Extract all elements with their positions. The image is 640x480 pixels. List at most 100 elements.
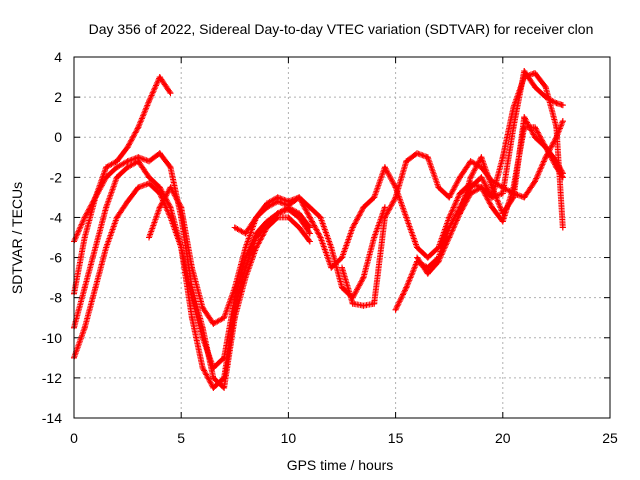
data-point xyxy=(531,70,538,77)
data-point xyxy=(478,154,485,161)
data-point xyxy=(559,170,566,177)
data-point xyxy=(135,158,142,165)
y-tick-label: 4 xyxy=(54,49,62,65)
axis-ticks xyxy=(73,56,611,419)
data-point xyxy=(253,214,260,221)
plot-frame xyxy=(73,56,611,419)
data-point xyxy=(199,304,206,311)
data-point xyxy=(435,184,442,191)
data-point xyxy=(559,118,566,125)
data-point xyxy=(156,150,163,157)
data-point xyxy=(489,184,496,191)
data-point xyxy=(221,374,228,381)
data-point xyxy=(531,84,538,91)
data-point xyxy=(81,284,88,291)
data-point xyxy=(221,314,228,321)
x-axis-label: GPS time / hours xyxy=(287,457,394,473)
data-point xyxy=(210,374,217,381)
data-point xyxy=(210,384,217,391)
data-point xyxy=(124,198,131,205)
data-point xyxy=(339,264,345,271)
data-point xyxy=(92,244,99,251)
data-point xyxy=(81,324,88,331)
data-point xyxy=(124,158,131,165)
data-point xyxy=(328,244,335,251)
data-point xyxy=(467,190,474,197)
data-point xyxy=(414,254,421,261)
data-point xyxy=(156,74,163,81)
data-point xyxy=(531,178,538,185)
data-point xyxy=(360,274,367,281)
x-tick-label: 15 xyxy=(388,430,404,446)
data-point xyxy=(392,306,399,313)
y-tick-labels: -14 -12 -10 -8 -6 -4 -2 0 2 4 xyxy=(42,49,62,426)
y-tick-label: -12 xyxy=(42,370,62,386)
data-point xyxy=(124,144,131,151)
series-track-j xyxy=(456,114,566,217)
data-point xyxy=(285,202,292,209)
y-tick-label: 2 xyxy=(54,89,62,105)
data-point xyxy=(221,384,228,391)
data-point xyxy=(156,184,163,191)
x-tick-label: 0 xyxy=(70,430,78,446)
data-point xyxy=(113,158,120,165)
data-point xyxy=(274,198,281,205)
y-tick-label: -6 xyxy=(50,250,63,266)
data-point xyxy=(210,320,217,327)
data-point xyxy=(306,204,313,211)
data-point xyxy=(489,204,496,211)
x-tick-label: 20 xyxy=(495,430,511,446)
data-point xyxy=(81,234,88,241)
data-point xyxy=(414,244,421,251)
data-point xyxy=(521,194,528,201)
data-point xyxy=(242,244,249,251)
y-tick-label: -14 xyxy=(42,410,62,426)
data-point xyxy=(403,284,410,291)
data-point xyxy=(296,224,303,231)
data-point xyxy=(392,194,399,201)
data-point xyxy=(113,164,120,171)
data-point xyxy=(371,234,378,241)
data-point xyxy=(199,334,206,341)
data-point xyxy=(456,190,463,197)
data-point xyxy=(146,158,153,165)
data-point xyxy=(381,214,388,221)
data-point xyxy=(253,230,260,237)
data-point xyxy=(124,164,131,171)
data-point xyxy=(360,302,367,309)
data-point xyxy=(510,194,517,201)
data-point xyxy=(456,210,463,217)
chart-title: Day 356 of 2022, Sidereal Day-to-day VTE… xyxy=(89,21,594,37)
data-point xyxy=(553,158,560,165)
data-point xyxy=(317,214,324,221)
data-point xyxy=(167,164,174,171)
series-track-g xyxy=(339,118,566,309)
data-point xyxy=(424,154,431,161)
data-point xyxy=(188,314,195,321)
data-point xyxy=(446,234,453,241)
data-point xyxy=(92,284,99,291)
data-point xyxy=(178,244,185,251)
data-point xyxy=(188,264,195,271)
data-point xyxy=(339,254,345,261)
data-points xyxy=(71,68,566,391)
data-point xyxy=(103,204,110,211)
data-point xyxy=(103,244,110,251)
y-axis-label: SDTVAR / TECUs xyxy=(9,182,25,294)
data-point xyxy=(135,184,142,191)
data-point xyxy=(521,74,528,81)
data-point xyxy=(499,190,506,197)
data-point xyxy=(103,164,110,171)
data-point xyxy=(542,84,549,91)
data-point xyxy=(521,114,528,121)
data-point xyxy=(478,174,485,181)
data-point xyxy=(306,238,313,245)
data-point xyxy=(553,124,560,131)
x-tick-labels: 0 5 10 15 20 25 xyxy=(70,430,618,446)
data-point xyxy=(296,214,303,221)
y-tick-label: -8 xyxy=(50,290,63,306)
data-point xyxy=(542,144,549,151)
data-point xyxy=(371,300,378,307)
data-point xyxy=(521,68,528,75)
